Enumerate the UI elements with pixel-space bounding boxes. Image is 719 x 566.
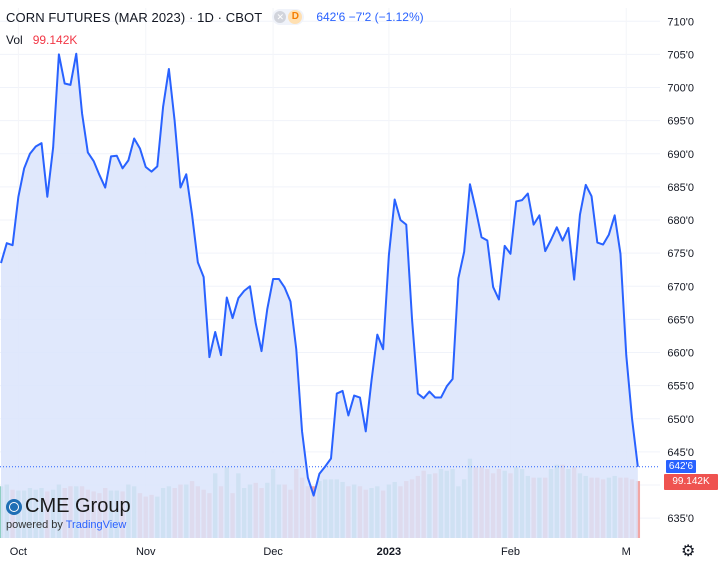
last-volume-tag: 99.142K bbox=[664, 474, 718, 490]
y-tick-label: 650'0 bbox=[667, 414, 694, 426]
y-tick-label: 660'0 bbox=[667, 348, 694, 360]
powered-by-text: powered by bbox=[6, 519, 63, 531]
y-tick-label: 670'0 bbox=[667, 281, 694, 293]
volume-legend: Vol 99.142K bbox=[6, 33, 77, 47]
last-price-tag: 642'6 bbox=[666, 460, 696, 474]
y-tick-label: 705'0 bbox=[667, 49, 694, 61]
x-tick-label: M bbox=[622, 546, 631, 558]
y-tick-label: 665'0 bbox=[667, 314, 694, 326]
logo-name: CME Group bbox=[25, 495, 131, 517]
x-tick-label: 2023 bbox=[377, 546, 401, 558]
y-tick-label: 645'0 bbox=[667, 447, 694, 459]
x-tick-label: Feb bbox=[501, 546, 520, 558]
price-quote: 642'6 −7'2 (−1.12%) bbox=[316, 10, 424, 24]
x-tick-label: Dec bbox=[263, 546, 283, 558]
y-tick-label: 710'0 bbox=[667, 16, 694, 28]
status-dot-icon: ✕ bbox=[274, 11, 287, 23]
market-status-badge[interactable]: ✕ D bbox=[272, 9, 305, 25]
volume-bar bbox=[635, 481, 641, 538]
y-tick-label: 685'0 bbox=[667, 182, 694, 194]
time-axis[interactable]: Oct Nov Dec 2023 Feb M bbox=[10, 546, 631, 558]
price-area bbox=[1, 53, 638, 539]
x-tick-label: Nov bbox=[136, 546, 156, 558]
delayed-data-icon: D bbox=[288, 10, 303, 24]
price-axis[interactable]: 635'0640'0645'0650'0655'0660'0665'0670'0… bbox=[667, 16, 694, 525]
volume-label[interactable]: Vol bbox=[6, 33, 23, 47]
cme-logo[interactable]: CME Group powered by TradingView bbox=[6, 495, 131, 531]
y-tick-label: 680'0 bbox=[667, 215, 694, 227]
price-line bbox=[0, 52, 639, 497]
y-tick-label: 700'0 bbox=[667, 83, 694, 95]
symbol-title[interactable]: CORN FUTURES (MAR 2023) · 1D · CBOT bbox=[6, 9, 263, 25]
gear-icon[interactable]: ⚙ bbox=[681, 543, 696, 560]
globe-icon bbox=[6, 498, 22, 515]
y-tick-label: 690'0 bbox=[667, 149, 694, 161]
y-tick-label: 635'0 bbox=[667, 513, 694, 525]
x-tick-label: Oct bbox=[10, 546, 27, 558]
tradingview-link[interactable]: TradingView bbox=[65, 519, 127, 531]
y-tick-label: 655'0 bbox=[667, 381, 694, 393]
chart-header: CORN FUTURES (MAR 2023) · 1D · CBOT ✕ D … bbox=[6, 7, 424, 27]
y-tick-label: 695'0 bbox=[667, 116, 694, 128]
y-tick-label: 675'0 bbox=[667, 248, 694, 260]
volume-value: 99.142K bbox=[32, 33, 78, 47]
